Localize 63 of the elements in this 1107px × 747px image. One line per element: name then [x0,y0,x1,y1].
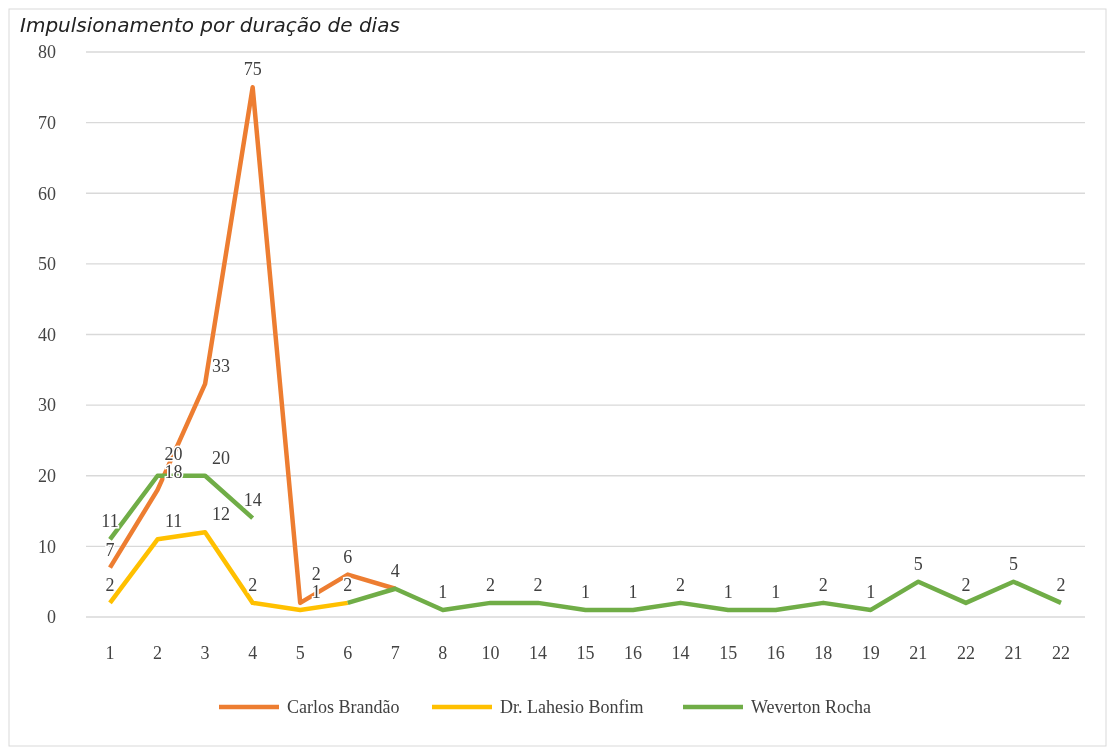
data-label: 1 [866,581,876,602]
legend-label: Carlos Brandão [287,697,400,718]
y-tick-label: 30 [38,395,56,416]
y-tick-label: 80 [38,42,56,63]
x-tick-label: 16 [766,643,785,663]
data-label: 1 [771,581,781,602]
x-tick-label: 5 [295,643,305,663]
data-label: 2 [248,574,258,595]
y-tick-label: 0 [47,607,56,628]
y-tick-label: 60 [38,183,56,204]
x-tick-label: 18 [814,643,833,663]
data-label: 2 [343,574,353,595]
data-label: 11 [164,511,183,532]
data-label: 2 [961,574,971,595]
data-label: 7 [105,539,115,560]
x-tick-label: 2 [153,643,163,663]
x-tick-label: 4 [248,643,258,663]
data-label: 2 [485,574,495,595]
data-label: 2 [533,574,543,595]
data-label: 1 [723,581,733,602]
x-tick-label: 15 [719,643,738,663]
x-tick-label: 8 [438,643,448,663]
x-tick-label: 21 [909,643,928,663]
data-label: 5 [1008,553,1018,574]
chart-title: Impulsionamento por duração de dias [20,13,400,37]
data-label: 2 [311,563,321,584]
data-label: 1 [581,581,590,602]
data-label: 20 [212,447,231,468]
x-tick-label: 15 [576,643,595,663]
data-label: 2 [105,574,115,595]
x-tick-label: 16 [624,643,643,663]
data-label: 4 [390,560,400,581]
legend-label: Weverton Rocha [751,697,872,718]
data-label: 1 [628,581,638,602]
x-tick-label: 14 [528,643,547,663]
data-label: 2 [1056,574,1066,595]
x-tick-label: 19 [861,643,880,663]
y-tick-label: 20 [38,466,56,487]
x-tick-label: 7 [390,643,400,663]
x-tick-label: 6 [343,643,353,663]
x-tick-label: 22 [956,643,975,663]
x-tick-label: 21 [1004,643,1023,663]
data-label: 2 [676,574,686,595]
data-label: 5 [913,553,923,574]
data-label: 75 [243,59,262,80]
y-tick-label: 70 [38,112,56,133]
data-label: 6 [343,546,353,567]
x-tick-label: 1 [105,643,115,663]
data-label: 12 [212,504,231,525]
x-tick-label: 3 [200,643,210,663]
data-label: 11 [101,511,119,532]
y-tick-label: 10 [38,536,56,557]
data-label: 14 [243,490,262,511]
legend-label: Dr. Lahesio Bonfim [500,697,644,718]
data-label: 2 [818,574,828,595]
data-label: 1 [438,581,448,602]
x-tick-label: 10 [481,643,500,663]
line-series [107,530,350,613]
data-label: 33 [212,355,231,376]
x-tick-label: 14 [671,643,690,663]
y-tick-label: 40 [38,324,56,345]
y-tick-label: 50 [38,254,56,275]
x-tick-label: 22 [1052,643,1070,663]
